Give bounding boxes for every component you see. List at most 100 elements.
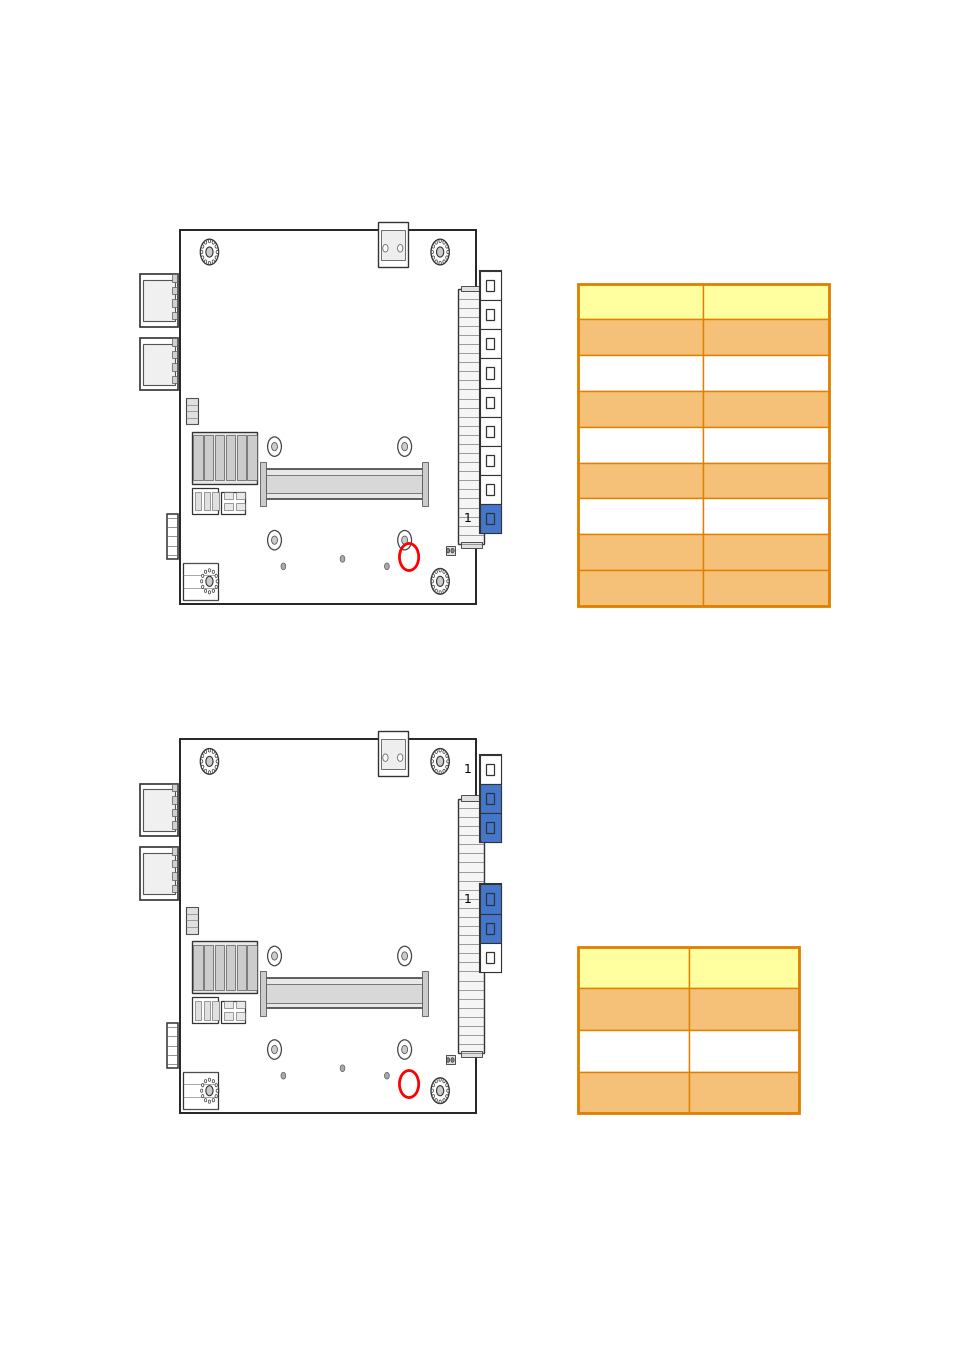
Bar: [486, 822, 494, 833]
Bar: [486, 367, 494, 378]
Circle shape: [208, 591, 211, 594]
Bar: [203, 491, 210, 510]
Circle shape: [212, 240, 214, 244]
Bar: [140, 784, 178, 836]
Bar: [460, 1052, 481, 1057]
Bar: [486, 281, 494, 292]
Circle shape: [445, 585, 448, 589]
Bar: [259, 462, 265, 506]
Bar: [172, 796, 177, 803]
Circle shape: [208, 1079, 211, 1081]
Bar: [479, 271, 500, 300]
Circle shape: [436, 1085, 443, 1096]
Circle shape: [397, 753, 402, 761]
Bar: [236, 436, 246, 481]
Bar: [183, 1072, 218, 1110]
Circle shape: [272, 1045, 277, 1053]
Bar: [204, 436, 213, 481]
Bar: [172, 363, 177, 370]
Bar: [213, 1000, 218, 1019]
Circle shape: [208, 262, 211, 265]
Circle shape: [200, 1077, 218, 1103]
Circle shape: [382, 244, 388, 252]
Circle shape: [212, 751, 214, 753]
Circle shape: [432, 1084, 434, 1087]
Bar: [702, 320, 828, 355]
Circle shape: [201, 1095, 204, 1098]
Bar: [262, 468, 425, 500]
Circle shape: [200, 568, 218, 594]
Circle shape: [446, 548, 449, 554]
Circle shape: [442, 261, 445, 263]
Bar: [702, 427, 828, 463]
Circle shape: [397, 437, 411, 456]
Circle shape: [445, 574, 448, 578]
Bar: [380, 738, 404, 769]
Circle shape: [435, 240, 436, 244]
Circle shape: [267, 531, 281, 549]
Bar: [486, 922, 494, 934]
Bar: [577, 355, 702, 392]
Circle shape: [272, 952, 277, 960]
Circle shape: [201, 765, 204, 768]
Circle shape: [384, 563, 389, 570]
Circle shape: [442, 769, 445, 772]
Circle shape: [204, 240, 207, 244]
Bar: [203, 1000, 210, 1019]
Circle shape: [208, 1100, 211, 1103]
Bar: [143, 790, 175, 830]
Bar: [577, 535, 702, 570]
Circle shape: [446, 1089, 449, 1092]
Bar: [214, 945, 224, 990]
Bar: [479, 359, 500, 387]
Bar: [226, 436, 234, 481]
Bar: [172, 375, 177, 383]
Circle shape: [397, 244, 402, 252]
Bar: [172, 351, 177, 358]
Circle shape: [204, 589, 207, 593]
Circle shape: [438, 262, 441, 265]
Circle shape: [212, 261, 214, 263]
Circle shape: [431, 1077, 449, 1103]
Bar: [183, 563, 218, 599]
Circle shape: [382, 753, 388, 761]
Circle shape: [445, 1095, 448, 1098]
Bar: [172, 274, 177, 282]
Circle shape: [200, 579, 203, 583]
Circle shape: [432, 244, 434, 248]
Circle shape: [201, 256, 204, 259]
Circle shape: [432, 765, 434, 768]
Circle shape: [206, 756, 213, 767]
Bar: [479, 446, 500, 475]
Circle shape: [216, 579, 218, 583]
Bar: [180, 230, 476, 603]
Bar: [577, 570, 702, 606]
Bar: [167, 1023, 178, 1068]
Bar: [224, 1012, 233, 1019]
Bar: [486, 309, 494, 320]
Circle shape: [442, 240, 445, 244]
Circle shape: [206, 247, 213, 256]
Bar: [577, 946, 688, 988]
Bar: [486, 425, 494, 437]
Circle shape: [201, 755, 204, 757]
Bar: [172, 809, 177, 817]
Circle shape: [435, 1099, 436, 1102]
Bar: [702, 535, 828, 570]
Circle shape: [208, 239, 211, 243]
Circle shape: [281, 1072, 286, 1079]
Circle shape: [272, 536, 277, 544]
Circle shape: [200, 250, 203, 254]
Bar: [172, 288, 177, 294]
Bar: [247, 436, 256, 481]
Bar: [577, 284, 702, 320]
Circle shape: [401, 952, 407, 960]
Bar: [380, 230, 404, 259]
Circle shape: [212, 589, 214, 593]
Bar: [577, 284, 828, 606]
Circle shape: [214, 585, 217, 589]
Bar: [479, 271, 500, 533]
Circle shape: [267, 437, 281, 456]
Bar: [192, 487, 218, 514]
Bar: [479, 884, 500, 914]
